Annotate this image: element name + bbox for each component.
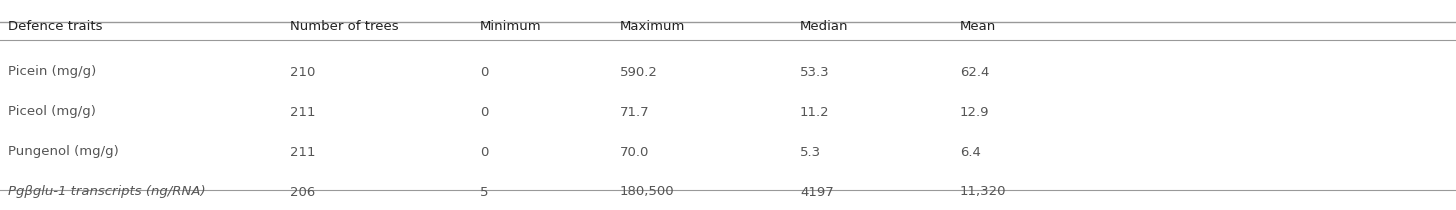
Text: 211: 211 <box>290 105 316 118</box>
Text: 71.7: 71.7 <box>620 105 649 118</box>
Text: Maximum: Maximum <box>620 20 686 33</box>
Text: 206: 206 <box>290 185 316 198</box>
Text: 0: 0 <box>480 146 488 159</box>
Text: 11.2: 11.2 <box>799 105 830 118</box>
Text: 211: 211 <box>290 146 316 159</box>
Text: 0: 0 <box>480 105 488 118</box>
Text: Median: Median <box>799 20 849 33</box>
Text: 180,500: 180,500 <box>620 185 674 198</box>
Text: 12.9: 12.9 <box>960 105 990 118</box>
Text: Defence traits: Defence traits <box>7 20 102 33</box>
Text: 53.3: 53.3 <box>799 66 830 79</box>
Text: Piceol (mg/g): Piceol (mg/g) <box>7 105 96 118</box>
Text: 4197: 4197 <box>799 185 834 198</box>
Text: Pungenol (mg/g): Pungenol (mg/g) <box>7 146 119 159</box>
Text: Minimum: Minimum <box>480 20 542 33</box>
Text: 11,320: 11,320 <box>960 185 1006 198</box>
Text: 70.0: 70.0 <box>620 146 649 159</box>
Text: 210: 210 <box>290 66 316 79</box>
Text: Number of trees: Number of trees <box>290 20 399 33</box>
Text: 62.4: 62.4 <box>960 66 990 79</box>
Text: 5: 5 <box>480 185 489 198</box>
Text: 6.4: 6.4 <box>960 146 981 159</box>
Text: 590.2: 590.2 <box>620 66 658 79</box>
Text: Pgβglu-1 transcripts (ng/RNA): Pgβglu-1 transcripts (ng/RNA) <box>7 185 205 198</box>
Text: Mean: Mean <box>960 20 996 33</box>
Text: Picein (mg/g): Picein (mg/g) <box>7 66 96 79</box>
Text: 0: 0 <box>480 66 488 79</box>
Text: 5.3: 5.3 <box>799 146 821 159</box>
